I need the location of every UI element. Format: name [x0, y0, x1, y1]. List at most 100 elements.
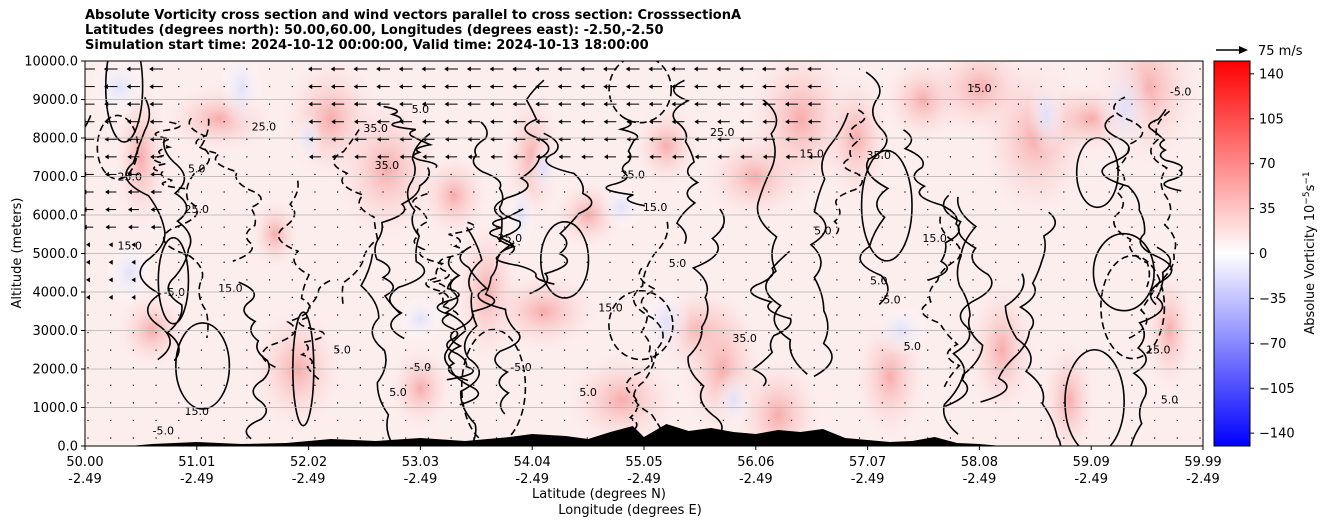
wind-vector — [427, 402, 430, 404]
contour-label: 25.0 — [252, 120, 277, 133]
wind-vector — [632, 349, 634, 351]
wind-vector-head — [399, 154, 404, 160]
wind-vector — [495, 208, 498, 211]
wind-vector — [632, 367, 634, 369]
contour-label: 15.0 — [967, 82, 992, 95]
contour-label: 5.0 — [333, 344, 351, 357]
wind-vector — [1176, 331, 1178, 334]
wind-vector — [1085, 103, 1088, 105]
wind-vector — [1199, 314, 1201, 316]
wind-vector — [881, 331, 883, 334]
wind-vector-head — [558, 101, 563, 107]
wind-vector — [427, 173, 430, 176]
wind-vector — [495, 296, 498, 299]
wind-vector — [1040, 437, 1042, 439]
wind-vector — [858, 314, 861, 316]
wind-vector — [1017, 138, 1020, 140]
contour-label: 35.0 — [363, 122, 388, 135]
wind-vector — [722, 349, 725, 351]
quiver-key-label: 75 m/s — [1258, 44, 1303, 59]
wind-vector — [949, 296, 951, 299]
x-tick-label-lon: -2.49 — [404, 472, 438, 487]
x-tick-label-lon: -2.49 — [851, 472, 885, 487]
contour-label: 5.0 — [814, 224, 832, 237]
wind-vector — [609, 173, 611, 176]
wind-vector-head — [103, 84, 108, 90]
wind-vector — [291, 103, 293, 105]
wind-vector — [881, 173, 883, 176]
wind-vector — [609, 279, 611, 281]
wind-vector-head — [626, 154, 631, 160]
wind-vector — [836, 121, 838, 123]
wind-vector — [541, 173, 543, 176]
wind-vector — [223, 156, 225, 158]
wind-vector — [155, 384, 157, 386]
wind-vector — [541, 279, 543, 281]
wind-vector — [1040, 226, 1042, 228]
wind-vector-head — [422, 119, 427, 125]
negative-contour-loop — [608, 289, 674, 361]
wind-vector — [790, 402, 793, 404]
wind-vector — [359, 331, 361, 334]
wind-vector — [450, 208, 452, 211]
wind-vector — [1199, 121, 1201, 123]
wind-vector — [268, 331, 271, 334]
wind-vector — [836, 419, 838, 422]
wind-vector-head — [308, 66, 313, 72]
wind-vector-head — [603, 101, 608, 107]
wind-vector — [586, 296, 588, 299]
wind-vector — [314, 279, 316, 281]
wind-vector — [768, 349, 770, 351]
wind-vector — [450, 226, 452, 228]
wind-vector — [200, 121, 203, 123]
wind-vector — [450, 419, 452, 422]
wind-vector — [677, 279, 679, 281]
wind-vector — [972, 138, 974, 140]
wind-vector — [268, 384, 271, 386]
wind-vector — [1154, 156, 1156, 158]
wind-vector — [927, 208, 929, 211]
wind-vector-head — [104, 119, 109, 125]
wind-vector — [700, 419, 702, 422]
positive-contour-line — [1004, 273, 1062, 446]
wind-vector — [654, 331, 656, 334]
wind-vector — [291, 208, 293, 211]
positive-contour-line — [360, 253, 395, 446]
colorbar-tick-label: 105 — [1259, 112, 1284, 127]
wind-vector — [858, 68, 861, 70]
wind-vector — [1131, 103, 1133, 105]
wind-vector — [949, 156, 951, 158]
wind-vector — [995, 314, 997, 316]
wind-vector-head — [671, 119, 676, 125]
wind-vector — [654, 173, 656, 176]
wind-vector — [1154, 279, 1156, 281]
wind-vector — [881, 367, 883, 369]
wind-vector — [813, 419, 815, 422]
wind-vector-head — [671, 101, 676, 107]
wind-vector — [700, 384, 702, 386]
wind-vector — [223, 173, 225, 176]
positive-contour-line — [238, 281, 271, 440]
wind-vector — [609, 331, 611, 334]
wind-vector — [768, 191, 770, 193]
wind-vector — [427, 261, 430, 263]
wind-vector — [1199, 384, 1201, 386]
wind-vector — [155, 244, 157, 246]
wind-vector — [1108, 331, 1110, 334]
negative-contour-line — [188, 117, 262, 262]
wind-vector — [541, 191, 543, 193]
wind-vector — [1176, 367, 1178, 369]
wind-vector — [291, 261, 293, 263]
y-tick-label: 7000.0 — [33, 170, 79, 185]
wind-vector — [563, 384, 566, 386]
wind-vector — [314, 349, 316, 351]
positive-contour-line — [903, 129, 960, 281]
wind-vector — [790, 208, 793, 211]
wind-vector — [858, 208, 861, 211]
wind-vector — [382, 331, 384, 334]
wind-vector — [1199, 261, 1201, 263]
wind-vector — [745, 244, 747, 246]
wind-vector-head — [489, 101, 494, 107]
wind-vector — [1108, 156, 1110, 158]
negative-vorticity-region — [106, 238, 153, 307]
